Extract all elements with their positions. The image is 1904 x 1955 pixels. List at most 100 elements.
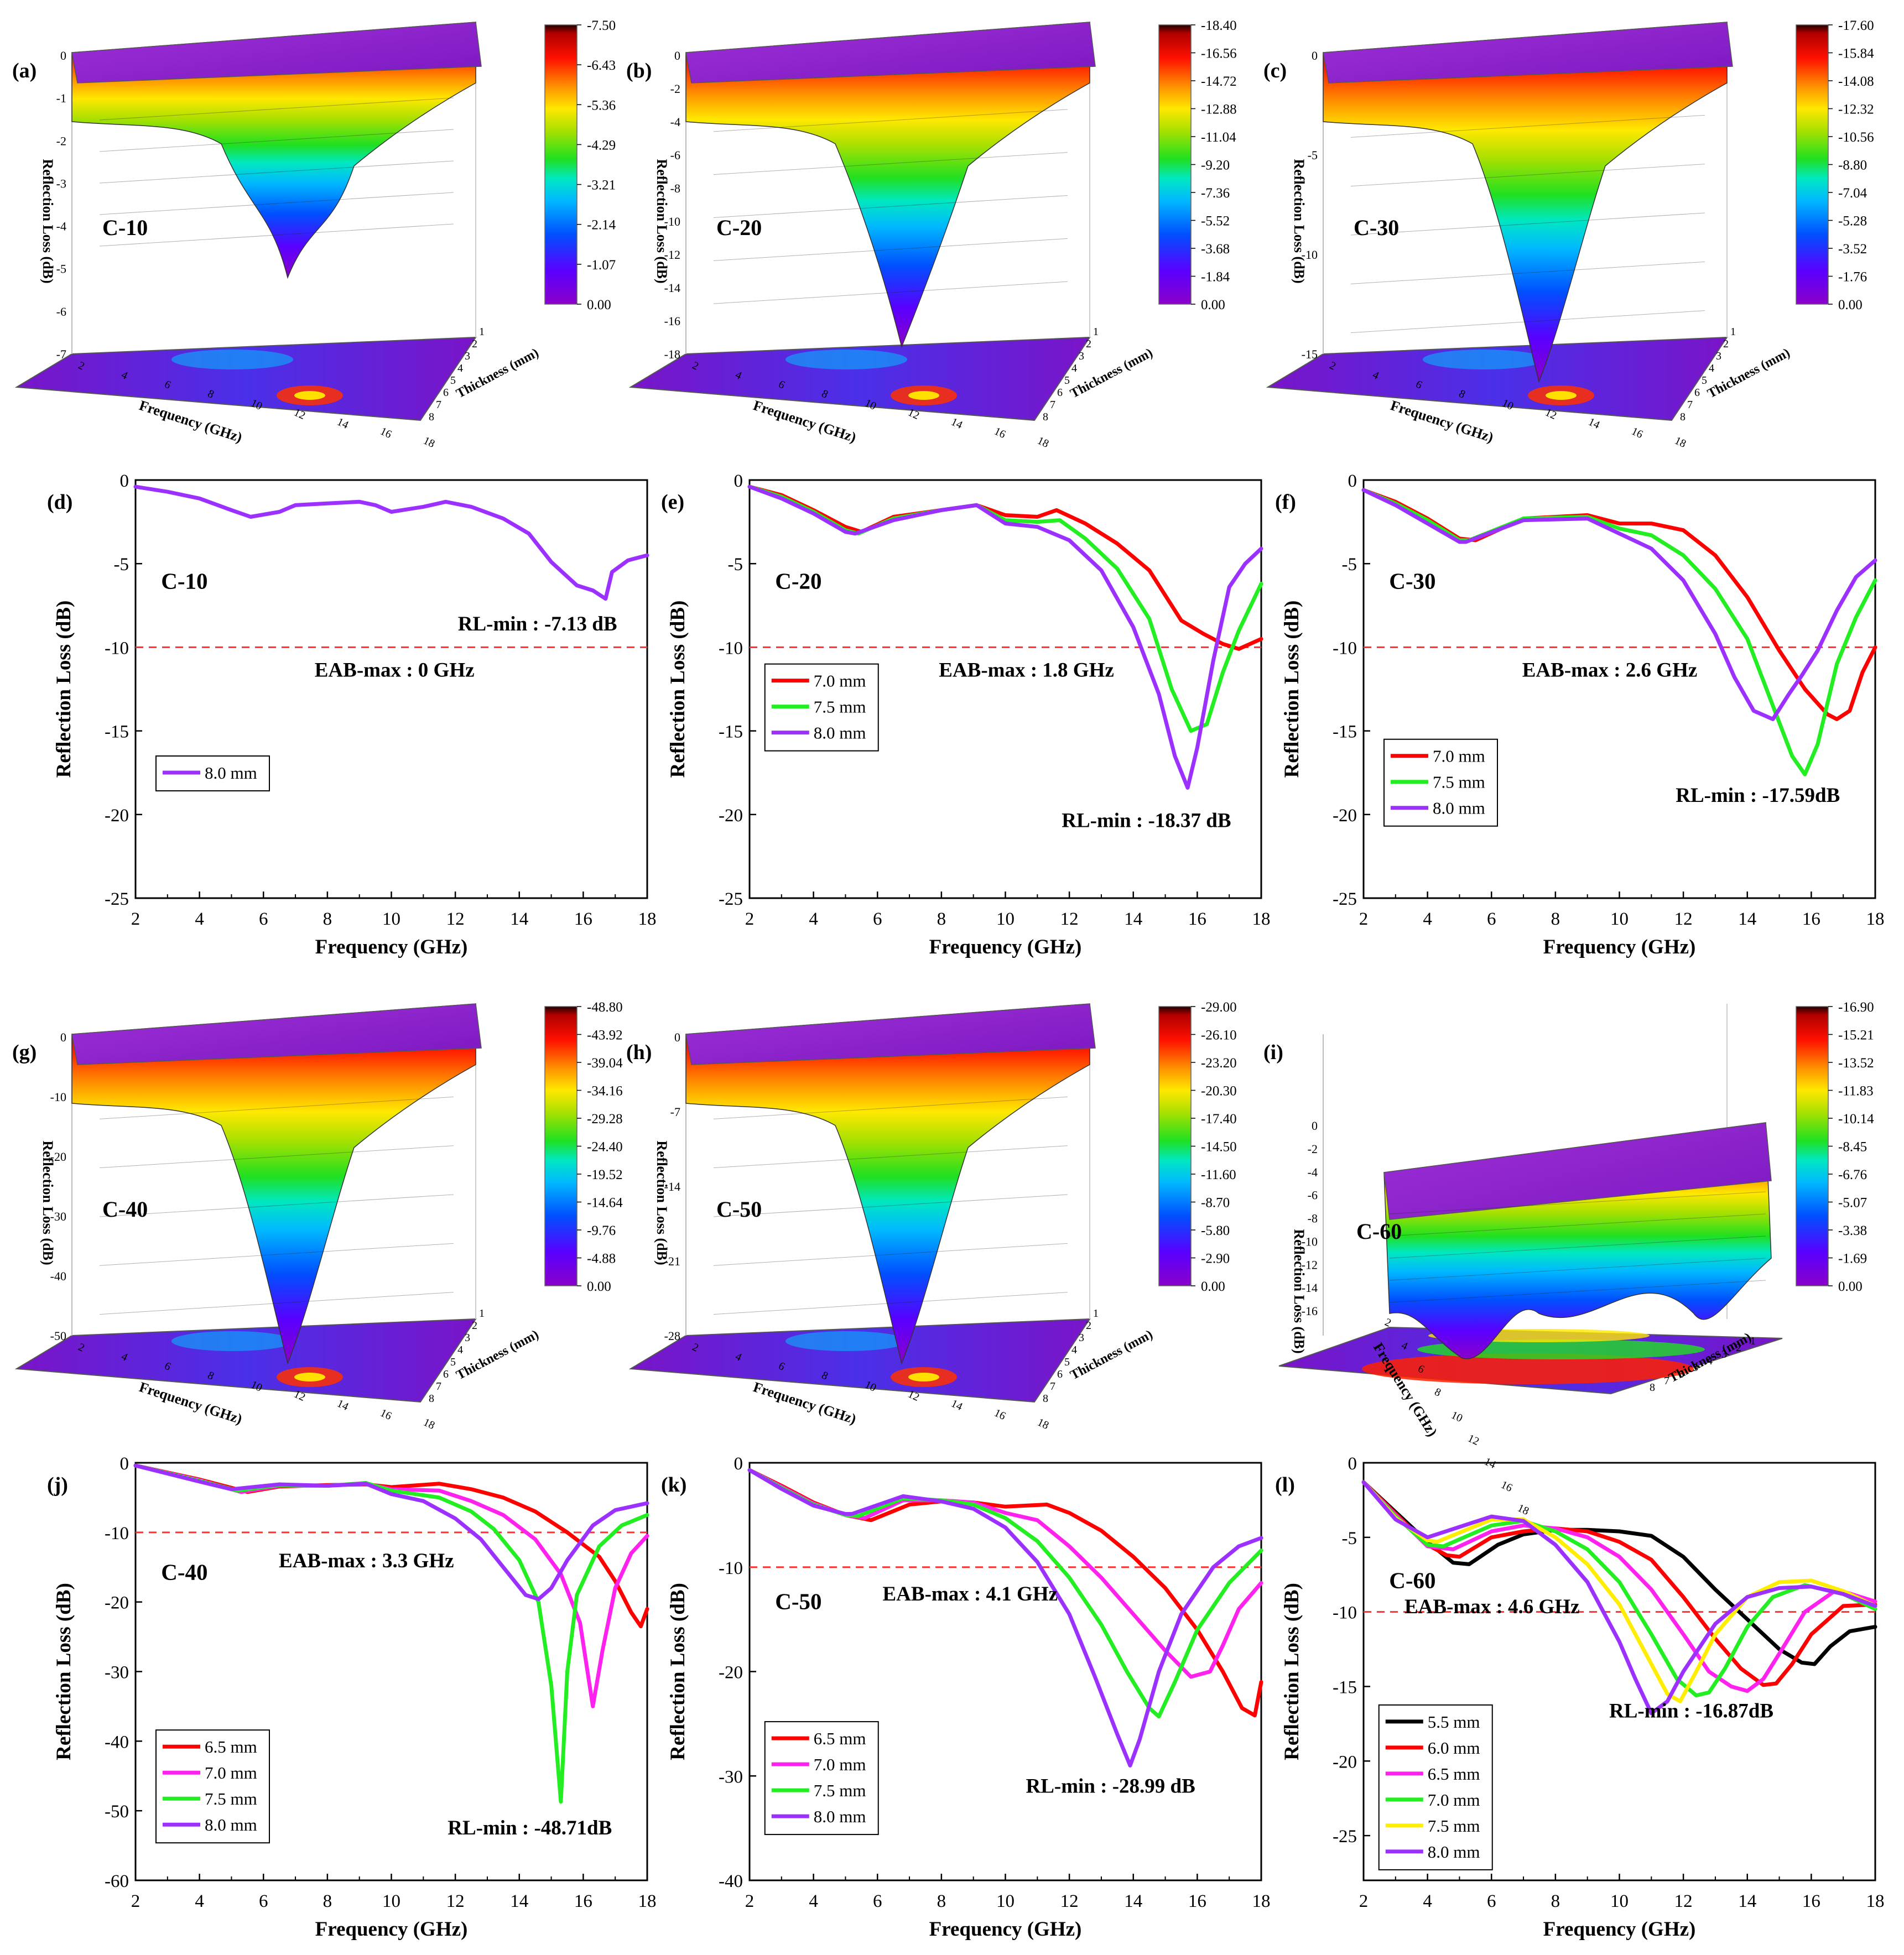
surface-top-face (685, 22, 1096, 84)
colorbar-label: -4.29 (587, 138, 616, 153)
series-line-7-0-mm (1361, 488, 1877, 721)
x-tick-label: 18 (638, 909, 657, 929)
z-tick-label: -40 (50, 1269, 66, 1283)
reflection-loss-surface (685, 1003, 1090, 1365)
thickness-tick: 5 (1702, 374, 1707, 387)
z-tick-label: -50 (50, 1329, 66, 1343)
frequency-tick: 16 (992, 425, 1007, 441)
surface-gridline (99, 1243, 454, 1266)
thickness-tick: 4 (457, 1344, 463, 1356)
surface-gridline (99, 97, 454, 121)
surface-panel-c-10: (a) C-10 0 -1 -2 -3 -4 -5 -6 -7 Reflection Loss (d… (12, 18, 616, 450)
frequency-tick: 18 (1516, 1502, 1531, 1518)
colorbar-label: -11.60 (1201, 1167, 1236, 1182)
sample-label: C-20 (775, 569, 821, 594)
x-tick-label: 4 (809, 909, 818, 929)
x-tick-label: 6 (873, 1891, 882, 1911)
colorbar-label: -23.20 (1201, 1056, 1237, 1071)
z-tick-label: -10 (664, 215, 680, 228)
line-chart-c-20: 2 4 6 8 10 12 14 16 18 0 -5 -10 -15 -20 -25 Frequency (… (661, 471, 1271, 958)
thickness-tick: 8 (429, 411, 434, 423)
colorbar-label: -20.30 (1201, 1084, 1237, 1099)
z-axis-title: Reflection Loss (dB) (1291, 1229, 1307, 1353)
panel-letter: (f) (1275, 491, 1296, 514)
y-tick-label: -25 (719, 889, 743, 909)
thickness-tick: 2 (1723, 338, 1729, 350)
contour-floor (14, 1318, 477, 1403)
thickness-tick: 4 (1071, 1344, 1077, 1356)
surface-top-face (71, 22, 482, 84)
surface-panel-c-50: (h) C-50 0 -7 -14 -21 -28 Reflection Loss (dB) 2… (626, 1000, 1237, 1432)
surface-gridline (1350, 114, 1705, 138)
surface-gridline (1350, 212, 1705, 236)
colorbar-label: -29.00 (1201, 1000, 1237, 1015)
y-tick-label: 0 (120, 1454, 129, 1474)
legend-box (1378, 1704, 1493, 1870)
frequency-tick: 14 (1586, 416, 1601, 431)
legend-label: 7.5 mm (205, 1789, 257, 1808)
thickness-tick: 8 (1043, 411, 1048, 423)
x-tick-label: 12 (446, 1891, 465, 1911)
surface-gridline (713, 1194, 1068, 1217)
z-tick-label: -4 (670, 115, 680, 129)
y-tick-label: -40 (105, 1732, 129, 1752)
y-axis-title: Reflection Loss (dB) (667, 1583, 689, 1760)
thickness-tick: 6 (1057, 387, 1063, 399)
surface-gridline (99, 192, 454, 215)
x-tick-label: 6 (259, 909, 268, 929)
x-tick-label: 10 (1610, 909, 1629, 929)
legend-label: 6.5 mm (1428, 1764, 1480, 1784)
colorbar-label: -17.60 (1838, 18, 1874, 33)
surface-gridline (1350, 164, 1705, 187)
rl-min-annotation: RL-min : -17.59dB (1676, 784, 1840, 807)
z-tick-label: -14 (664, 1180, 680, 1193)
floor-hotspot-core (294, 391, 325, 400)
sample-label: C-20 (716, 215, 762, 240)
surface-panel-c-30: (c) C-30 0 -5 -10 -15 Reflection Loss (dB) 24 68… (1263, 18, 1874, 450)
legend-label: 8.0 mm (205, 1815, 257, 1834)
panel-letter: (a) (12, 59, 37, 82)
sample-label: C-50 (716, 1197, 762, 1222)
thickness-tick: 7 (436, 1380, 441, 1393)
z-tick-label: -6 (56, 305, 66, 319)
colorbar-label: -12.32 (1838, 102, 1874, 117)
z-tick-label: -8 (1308, 1212, 1318, 1226)
reflection-loss-surface (71, 22, 476, 279)
z-tick-label: -14 (664, 281, 680, 295)
legend-label: 8.0 mm (1433, 799, 1485, 818)
y-tick-label: -30 (719, 1767, 743, 1787)
x-tick-label: 16 (574, 1891, 592, 1911)
x-tick-label: 12 (1674, 909, 1693, 929)
z-tick-label: -6 (1308, 1188, 1318, 1202)
z-tick-label: -21 (664, 1254, 680, 1268)
surface-gridline (99, 223, 454, 247)
series-line-7-0-mm (747, 484, 1263, 651)
z-tick-label: -7 (56, 347, 66, 361)
colorbar (1796, 1006, 1829, 1286)
thickness-tick: 6 (1694, 387, 1700, 399)
colorbar-label: -26.10 (1201, 1028, 1237, 1043)
floor-contour (171, 1331, 293, 1351)
z-tick-label: 0 (60, 1030, 66, 1044)
series-line-8-0-mm (133, 484, 649, 601)
y-tick-label: -20 (1333, 1752, 1357, 1772)
colorbar-label: -1.76 (1838, 270, 1867, 285)
colorbar-label: -2.14 (587, 218, 616, 233)
thickness-tick: 4 (1071, 362, 1077, 374)
thickness-tick: 7 (1687, 399, 1693, 411)
contour-floor (628, 336, 1091, 421)
z-tick-label: 0 (60, 49, 66, 62)
x-tick-label: 4 (809, 1891, 818, 1911)
x-tick-label: 16 (1188, 1891, 1206, 1911)
colorbar-label: -9.76 (587, 1223, 616, 1238)
plot-frame (1362, 479, 1876, 899)
colorbar-label: -48.80 (587, 1000, 623, 1015)
thickness-tick: 7 (1050, 1380, 1055, 1393)
x-tick-label: 4 (1423, 1891, 1432, 1911)
colorbar-label: -14.64 (587, 1196, 623, 1211)
x-tick-label: 14 (510, 909, 528, 929)
thickness-tick: 7 (436, 399, 441, 411)
y-tick-label: -20 (719, 1663, 743, 1683)
x-tick-label: 6 (1487, 909, 1496, 929)
